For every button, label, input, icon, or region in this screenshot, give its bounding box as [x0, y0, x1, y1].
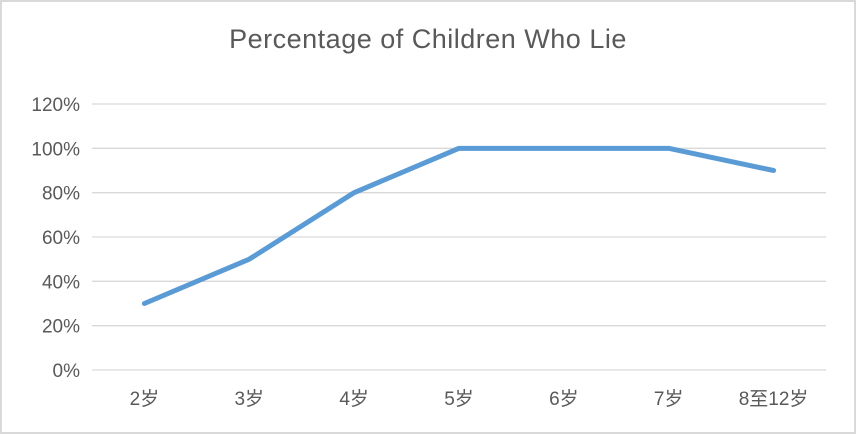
y-axis-tick-label: 0% — [53, 361, 81, 382]
chart-title: Percentage of Children Who Lie — [229, 24, 627, 54]
y-axis-tick-label: 120% — [31, 95, 80, 116]
x-axis-tick-label: 3岁 — [234, 388, 264, 410]
y-axis-tick-label: 20% — [42, 317, 80, 338]
x-axis-tick-label: 4岁 — [339, 388, 369, 410]
y-axis-tick-label: 80% — [42, 184, 80, 205]
x-axis-tick-label: 6岁 — [549, 388, 579, 410]
x-axis-tick-label: 8至12岁 — [739, 388, 809, 410]
y-axis-tick-label: 60% — [42, 228, 80, 249]
y-axis-tick-label: 100% — [31, 139, 80, 160]
data-series-line — [141, 145, 777, 306]
x-axis-tick-label: 2岁 — [130, 388, 160, 410]
x-axis-tick-label: 7岁 — [654, 388, 684, 410]
x-axis-tick-label: 5岁 — [444, 388, 474, 410]
y-axis-tick-label: 40% — [42, 272, 80, 293]
